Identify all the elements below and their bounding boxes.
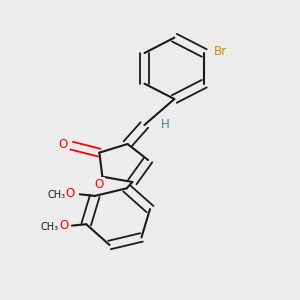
- Text: O: O: [95, 178, 104, 190]
- Text: Br: Br: [214, 45, 227, 58]
- Text: O: O: [59, 138, 68, 151]
- Text: H: H: [160, 118, 169, 131]
- Text: O: O: [66, 187, 75, 200]
- Text: O: O: [59, 219, 68, 232]
- Text: CH₃: CH₃: [47, 190, 65, 200]
- Text: CH₃: CH₃: [40, 222, 58, 232]
